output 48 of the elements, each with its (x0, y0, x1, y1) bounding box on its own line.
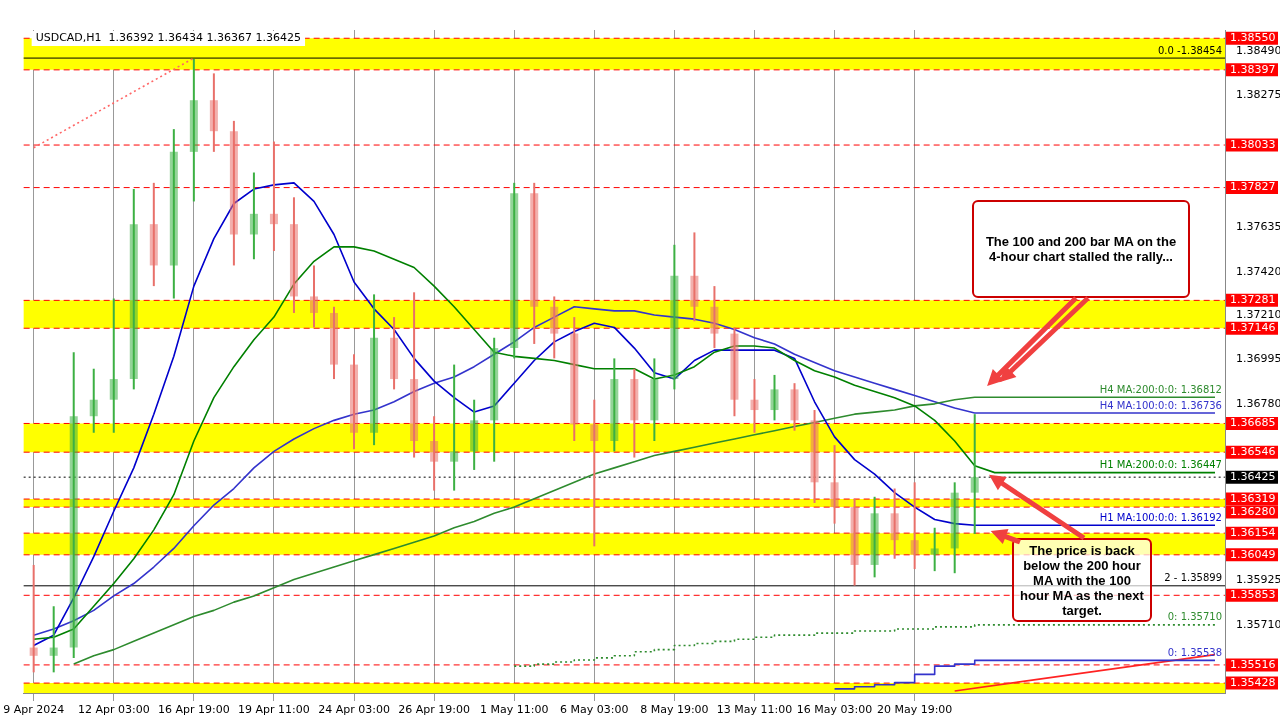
ref-line-label: 1.36685 (1230, 416, 1276, 430)
ref-line-label: 1.35853 (1230, 588, 1276, 602)
annotation: 0.0 -1.38454 (1157, 44, 1222, 56)
x-tick-label: 24 Apr 03:00 (318, 703, 390, 717)
ref-line-label: 1.36546 (1230, 445, 1276, 459)
y-tick-label: 1.36780 (1236, 396, 1280, 410)
ref-line-label: 1.37146 (1230, 321, 1276, 335)
x-tick-label: 6 May 03:00 (560, 703, 629, 717)
y-tick-label: 1.38275 (1236, 87, 1280, 101)
x-tick-label: 16 Apr 19:00 (157, 703, 230, 717)
x-tick-label: 16 May 03:00 (796, 703, 873, 717)
y-tick-label: 1.37635 (1236, 220, 1280, 234)
y-tick-label: 1.35710 (1236, 617, 1280, 631)
ref-line-label: 1.36425 (1230, 470, 1276, 484)
x-tick-label: 8 May 19:00 (640, 703, 709, 717)
series-label: H4 MA:200:0:0: 1.36812 (1099, 383, 1222, 395)
x-tick-label: 12 Apr 03:00 (77, 703, 150, 717)
series-label: 0: 1.35538 (1167, 646, 1222, 658)
ref-line-label: 1.36154 (1230, 526, 1276, 539)
chart-title: USDCAD,H1 1.36392 1.36434 1.36367 1.36425 (35, 31, 302, 45)
callout-box: The 100 and 200 bar MA on the 4-hour chart stalled the rally... (972, 200, 1190, 298)
series-label: H4 MA:100:0:0: 1.36736 (1099, 399, 1222, 411)
ref-line-label: 1.38033 (1230, 137, 1276, 151)
ref-line-label: 1.37281 (1230, 293, 1276, 307)
y-tick-label: 1.37210 (1236, 307, 1280, 321)
ref-line-label: 1.35516 (1230, 657, 1276, 671)
ref-line-label: 1.38397 (1230, 62, 1276, 76)
ref-line-label: 1.38550 (1230, 31, 1276, 45)
ref-line-label: 1.37827 (1230, 180, 1276, 194)
y-tick-label: 1.36995 (1236, 352, 1280, 366)
ref-line-label: 1.36319 (1230, 491, 1276, 505)
annotation: 2 - 1.35899 (1164, 572, 1222, 584)
x-tick-label: 20 May 19:00 (876, 703, 953, 717)
ref-line-label: 1.36280 (1230, 504, 1276, 518)
callout-box: The price is back below the 200 hour MA with the 100 hour MA as the next target. (1012, 538, 1152, 622)
y-tick-label: 1.35925 (1236, 573, 1280, 587)
ref-line-label: 1.36049 (1230, 547, 1276, 561)
series-label: 0: 1.35710 (1167, 611, 1222, 623)
y-tick-label: 1.38490 (1236, 43, 1280, 57)
series-label: H1 MA:200:0:0: 1.36447 (1099, 459, 1222, 471)
x-tick-label: 1 May 11:00 (479, 703, 549, 717)
series-label: H1 MA:100:0:0: 1.36192 (1099, 511, 1222, 523)
x-tick-label: 26 Apr 19:00 (398, 703, 470, 717)
x-tick-label: 9 Apr 2024 (3, 703, 65, 717)
y-tick-label: 1.37420 (1236, 264, 1280, 278)
x-tick-label: 19 Apr 11:00 (238, 703, 310, 717)
ref-line-label: 1.35428 (1230, 675, 1276, 689)
x-tick-label: 13 May 11:00 (716, 703, 793, 717)
